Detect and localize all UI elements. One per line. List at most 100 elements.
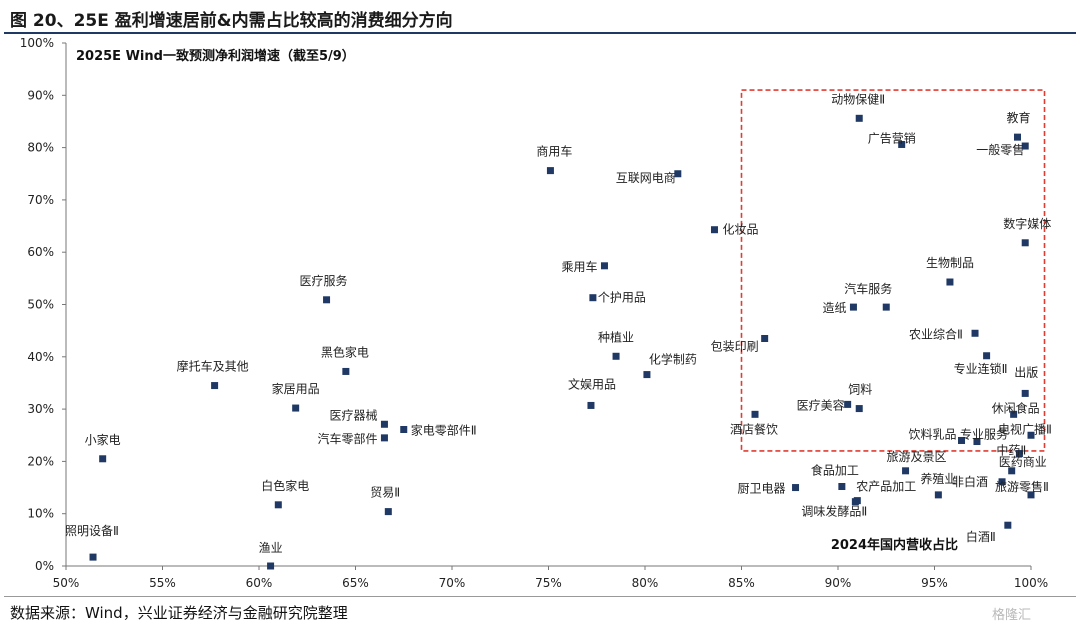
data-point-marker: [1027, 431, 1035, 439]
data-point-label: 一般零售: [976, 142, 1024, 157]
figure-title: 图 20、25E 盈利增速居前&内需占比较高的消费细分方向: [10, 11, 453, 31]
data-point-marker: [946, 278, 954, 286]
data-point-label: 广告营销: [868, 131, 916, 145]
data-point-marker: [267, 562, 275, 570]
data-point-label: 农产品加工: [856, 480, 916, 494]
data-point-label: 动物保健Ⅱ: [831, 92, 885, 106]
data-point-marker: [1021, 239, 1029, 247]
chart-axes: 50% 55% 60% 65% 70% 75% 80% 85% 90% 95% 100% 0% 10% 2…: [20, 36, 1048, 590]
data-point-label: 家居用品: [272, 381, 320, 396]
data-point-marker: [971, 329, 979, 337]
title-divider: [4, 32, 1076, 34]
x-tick-label: 50%: [53, 576, 80, 590]
data-point-label: 医疗美容: [797, 397, 845, 412]
data-point-marker: [1010, 410, 1018, 418]
data-point-marker: [958, 436, 966, 444]
watermark-logo: 格隆汇: [992, 608, 1032, 623]
data-point-marker: [710, 226, 718, 234]
data-point-marker: [89, 553, 97, 561]
source-note: 数据来源：Wind，兴业证券经济与金融研究院整理: [10, 604, 348, 622]
data-point-label: 化学制药: [649, 352, 697, 367]
data-point-label: 生物制品: [926, 256, 974, 270]
data-point-label: 休闲食品: [992, 400, 1040, 415]
y-tick-label: 0%: [35, 559, 54, 573]
data-point-marker: [674, 170, 682, 178]
data-point-marker: [1015, 450, 1023, 458]
data-point-marker: [600, 262, 608, 270]
data-point-marker: [751, 410, 759, 418]
x-tick-label: 80%: [632, 576, 659, 590]
data-point-marker: [323, 296, 331, 304]
data-point-label: 数字媒体: [1003, 216, 1051, 231]
data-point-label: 互联网电商: [616, 170, 676, 185]
data-point-marker: [292, 404, 300, 412]
data-point-label: 渔业: [259, 541, 283, 555]
x-tick-label: 55%: [149, 576, 176, 590]
highlight-box: [740, 89, 1046, 452]
data-point-marker: [612, 352, 620, 360]
y-tick-label: 10%: [27, 507, 54, 521]
data-point-label: 饲料: [848, 383, 872, 397]
data-point-label: 厨卫电器: [738, 482, 786, 496]
y-tick-label: 30%: [27, 402, 54, 416]
data-point-label: 旅游及景区: [887, 450, 947, 464]
data-point-label: 化妆品: [722, 223, 758, 237]
data-point-label: 文娱用品: [568, 376, 616, 391]
data-point-marker: [1008, 467, 1016, 475]
data-point-marker: [849, 303, 857, 311]
chart-title: 2025E Wind一致预测净利润增速（截至5/9）: [76, 48, 355, 64]
x-tick-label: 75%: [535, 576, 562, 590]
data-point-marker: [851, 498, 859, 506]
data-point-marker: [211, 382, 219, 390]
y-tick-label: 90%: [27, 88, 54, 102]
y-tick-label: 70%: [27, 193, 54, 207]
data-point-label: 出版: [1014, 365, 1038, 379]
data-point-label: 农业综合Ⅱ: [909, 326, 963, 341]
data-point-marker: [1021, 142, 1029, 150]
x-tick-label: 70%: [439, 576, 466, 590]
data-point-label: 酒店餐饮: [730, 421, 778, 436]
scatter-chart: 50% 55% 60% 65% 70% 75% 80% 85% 90% 95% 100% 0% 10% 2…: [20, 36, 1052, 590]
data-point-marker: [855, 114, 863, 122]
data-point-label: 包装印刷: [711, 339, 759, 353]
x-tick-label: 100%: [1014, 576, 1048, 590]
data-point-marker: [99, 455, 107, 463]
data-point-label: 饮料乳品: [909, 427, 957, 441]
data-point-label: 教育: [1006, 110, 1030, 125]
data-point-marker: [1027, 491, 1035, 499]
y-tick-label: 20%: [27, 454, 54, 468]
x-axis-label: 2024年国内营收占比: [831, 537, 958, 553]
data-point-marker: [838, 483, 846, 491]
data-point-label: 医疗器械: [329, 407, 377, 422]
data-point-marker: [844, 400, 852, 408]
y-tick-label: 40%: [27, 350, 54, 364]
data-point-marker: [342, 367, 350, 375]
data-point-marker: [792, 484, 800, 492]
data-point-label: 专业服务: [960, 427, 1008, 442]
data-point-label: 黑色家电: [321, 344, 369, 359]
data-point-label: 小家电: [85, 432, 121, 447]
data-point-label: 乘用车: [561, 259, 597, 274]
data-point-marker: [587, 401, 595, 409]
data-point-label: 非白酒: [952, 474, 988, 489]
highlight-box-layer: [740, 89, 1046, 452]
data-point-label: 食品加工: [811, 463, 859, 478]
data-point-marker: [380, 420, 388, 428]
data-point-marker: [882, 303, 890, 311]
data-point-label: 汽车零部件: [317, 431, 377, 446]
data-point-label: 电视广播Ⅱ: [998, 421, 1052, 436]
data-point-marker: [384, 508, 392, 516]
data-point-marker: [1004, 521, 1012, 529]
data-point-marker: [643, 371, 651, 379]
x-tick-label: 95%: [921, 576, 948, 590]
data-point-marker: [1021, 389, 1029, 397]
data-point-marker: [973, 438, 981, 446]
x-tick-label: 60%: [246, 576, 273, 590]
data-point-marker: [761, 334, 769, 342]
source-divider: [4, 596, 1076, 597]
data-point-marker: [380, 434, 388, 442]
data-point-label: 种植业: [598, 329, 634, 344]
data-point-label: 医药商业: [999, 454, 1047, 469]
data-point-label: 造纸: [822, 301, 846, 315]
y-tick-label: 50%: [27, 298, 54, 312]
